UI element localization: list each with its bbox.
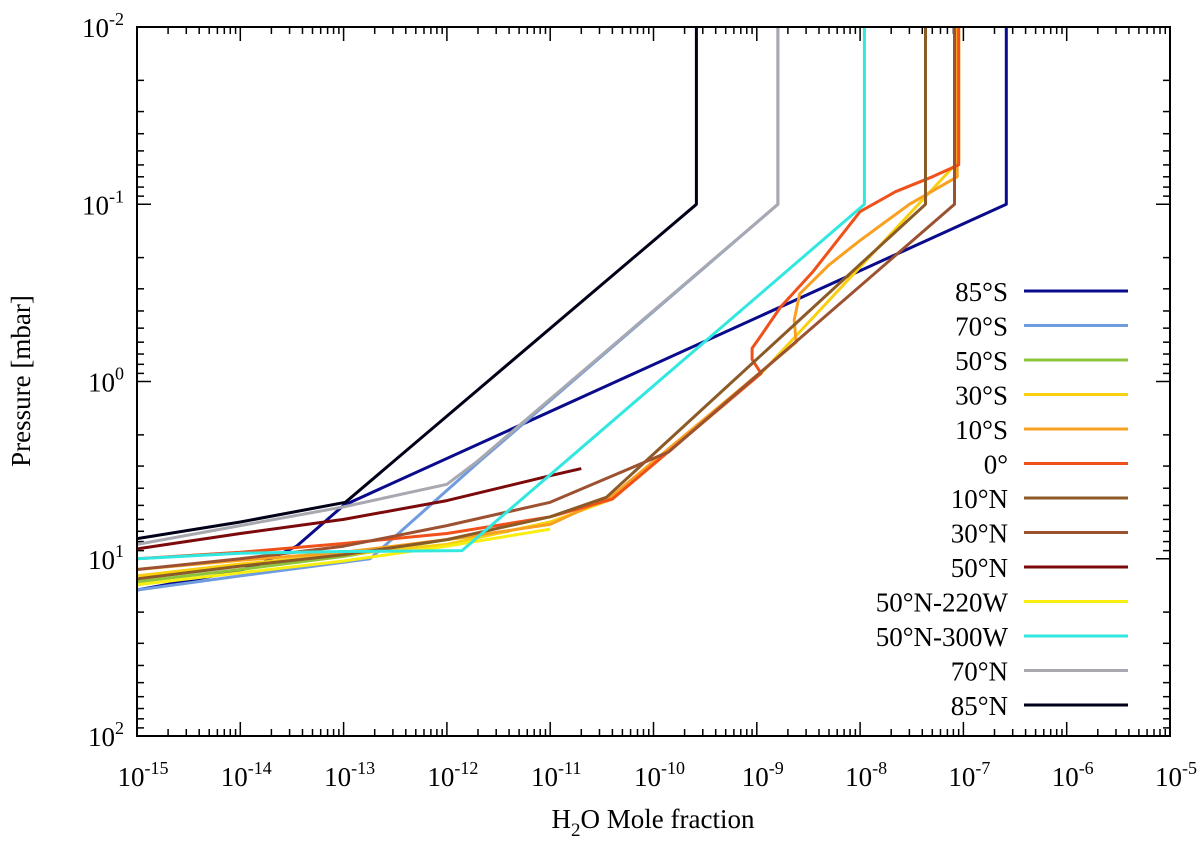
x-tick-labels: 10-15 10-14 10-13 10-12 10-11 10-10 10-9 10-8 10… bbox=[118, 758, 1198, 792]
legend-label: 70°N bbox=[951, 657, 1008, 687]
y-tick-label: 102 bbox=[88, 718, 124, 752]
x-tick-label: 10-5 bbox=[1155, 758, 1197, 792]
series-line-7 bbox=[137, 27, 956, 571]
y-axis-title: Pressure [mbar] bbox=[6, 295, 36, 467]
legend-label: 50°N bbox=[951, 553, 1008, 583]
legend-label: 10°S bbox=[955, 415, 1008, 445]
x-tick-label: 10-8 bbox=[845, 758, 887, 792]
legend: 85°S 70°S 50°S 30°S 10°S 0° 10°N 30°N 50°N 50°N-2… bbox=[876, 277, 1128, 721]
series-line-12 bbox=[137, 27, 698, 541]
legend-label: 10°N bbox=[951, 484, 1008, 514]
axis-ticks bbox=[136, 26, 1171, 737]
series-line-5 bbox=[137, 27, 961, 561]
series-layer bbox=[137, 27, 1008, 592]
legend-label: 50°N-300W bbox=[876, 622, 1009, 652]
legend-label: 30°S bbox=[955, 381, 1008, 411]
y-tick-label: 10-1 bbox=[82, 186, 124, 220]
legend-label: 0° bbox=[984, 450, 1008, 480]
series-line-9 bbox=[137, 527, 551, 587]
legend-label: 85°N bbox=[951, 691, 1008, 721]
y-tick-label: 100 bbox=[88, 364, 124, 398]
series-line-4 bbox=[137, 27, 959, 571]
y-tick-labels: 10-2 10-1 100 101 102 bbox=[82, 9, 124, 752]
legend-label: 30°N bbox=[951, 519, 1008, 549]
x-tick-label: 10-7 bbox=[948, 758, 990, 792]
legend-label: 50°S bbox=[955, 346, 1008, 376]
x-tick-label: 10-6 bbox=[1052, 758, 1094, 792]
plot-frame bbox=[136, 26, 1171, 737]
x-tick-label: 10-15 bbox=[118, 758, 169, 792]
x-tick-label: 10-9 bbox=[742, 758, 784, 792]
x-tick-label: 10-13 bbox=[324, 758, 375, 792]
series-line-11 bbox=[137, 27, 780, 546]
y-tick-label: 10-2 bbox=[82, 9, 124, 43]
series-line-8 bbox=[137, 467, 582, 551]
legend-label: 70°S bbox=[955, 312, 1008, 342]
series-line-3 bbox=[137, 27, 961, 578]
x-tick-label: 10-14 bbox=[221, 758, 272, 792]
x-tick-label: 10-12 bbox=[427, 758, 478, 792]
legend-label: 50°N-220W bbox=[876, 588, 1009, 618]
x-tick-label: 10-11 bbox=[531, 758, 581, 792]
legend-label: 85°S bbox=[955, 277, 1008, 307]
y-tick-label: 101 bbox=[88, 541, 124, 575]
x-tick-label: 10-10 bbox=[634, 758, 685, 792]
series-line-6 bbox=[137, 27, 927, 581]
x-axis-title: H2O Mole fraction bbox=[552, 804, 755, 841]
series-line-1 bbox=[137, 27, 780, 592]
series-line-10 bbox=[137, 27, 866, 561]
